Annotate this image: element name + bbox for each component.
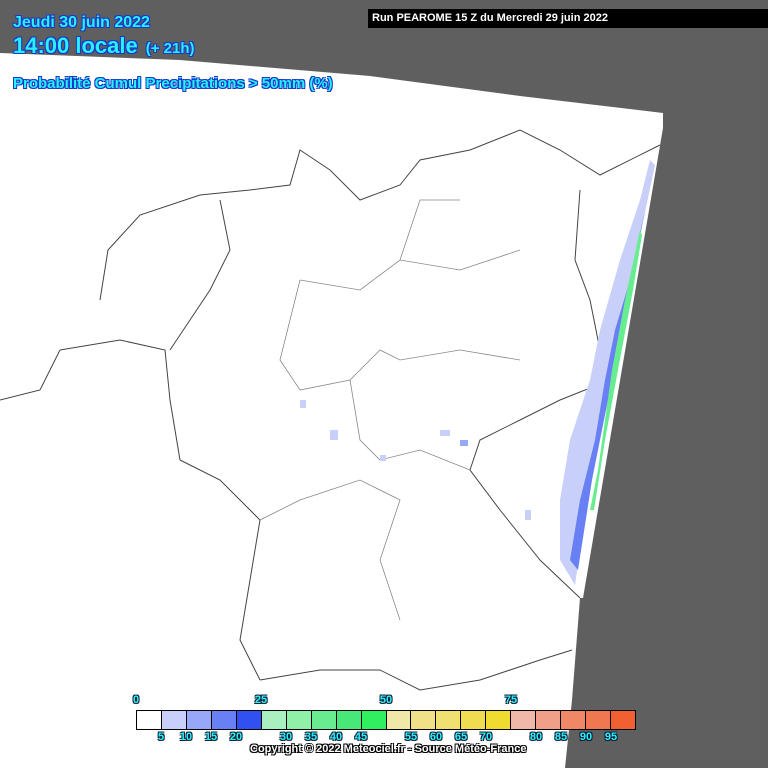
forecast-lead-time: (+ 21h): [145, 40, 195, 57]
legend-swatch: [361, 711, 387, 729]
forecast-date: Jeudi 30 juin 2022: [13, 14, 150, 31]
legend-swatch: [536, 711, 562, 729]
legend-major-label: 75: [504, 694, 518, 706]
coastline-france: [0, 349, 61, 401]
parameter-title: Probabilité Cumul Precipitations > 50mm …: [13, 75, 333, 92]
run-info: Run PEAROME 15 Z du Mercredi 29 juin 202…: [368, 9, 768, 28]
legend-swatch: [511, 711, 537, 729]
legend-minor-label: 45: [354, 731, 368, 743]
precip-spot: [380, 455, 386, 461]
legend-minor-label: 80: [529, 731, 543, 743]
legend-minor-label: 35: [304, 731, 318, 743]
coastline-north-sea: [99, 129, 661, 301]
legend-swatch: [261, 711, 287, 729]
legend-minor-label: 15: [204, 731, 218, 743]
legend-minor-label: 55: [404, 731, 418, 743]
border-switzerland-austria: [259, 649, 573, 691]
legend-minor-label: 60: [429, 731, 443, 743]
precip-spot: [440, 430, 450, 436]
region-borders: [259, 199, 521, 621]
legend-minor-label: 20: [229, 731, 243, 743]
country-borders: [0, 129, 661, 691]
legend-minor-label: 5: [157, 731, 165, 743]
model-domain: [0, 53, 663, 768]
precip-spot: [460, 440, 468, 446]
legend-minor-label: 95: [604, 731, 618, 743]
forecast-time: 14:00 locale (+ 21h): [13, 33, 195, 59]
legend-minor-label: 40: [329, 731, 343, 743]
legend-swatch: [286, 711, 312, 729]
legend-swatch: [211, 711, 237, 729]
legend-swatch: [436, 711, 462, 729]
legend-swatch: [586, 711, 612, 729]
legend-minor-label: 10: [179, 731, 193, 743]
legend-swatch: [311, 711, 337, 729]
legend-minor-label: 30: [279, 731, 293, 743]
color-legend: [136, 710, 636, 730]
border-netherlands-germany: [169, 199, 231, 351]
legend-swatch: [611, 711, 636, 729]
legend-swatch: [161, 711, 187, 729]
legend-swatch: [411, 711, 437, 729]
legend-swatch: [486, 711, 512, 729]
legend-major-label: 50: [379, 694, 393, 706]
copyright: Copyright © 2022 Meteociel.fr - Source M…: [250, 743, 527, 755]
legend-swatch: [137, 711, 162, 729]
forecast-local-time: 14:00 locale: [13, 33, 138, 58]
legend-major-label: 25: [254, 694, 268, 706]
legend-major-label: 0: [132, 694, 140, 706]
border-france-germany: [179, 459, 261, 681]
precip-spot: [300, 400, 306, 408]
legend-minor-label: 65: [454, 731, 468, 743]
legend-swatch: [386, 711, 412, 729]
precip-30pct: [590, 230, 642, 510]
precip-spot: [525, 510, 531, 520]
legend-swatch: [186, 711, 212, 729]
border-belgium: [59, 339, 181, 461]
legend-swatch: [461, 711, 487, 729]
legend-minor-label: 85: [554, 731, 568, 743]
legend-swatch: [561, 711, 587, 729]
legend-swatch: [336, 711, 362, 729]
border-germany-czech: [469, 379, 611, 599]
legend-minor-label: 70: [479, 731, 493, 743]
precip-spot: [330, 430, 338, 440]
legend-minor-label: 90: [579, 731, 593, 743]
precipitation-areas: [300, 160, 655, 585]
legend-swatch: [236, 711, 262, 729]
